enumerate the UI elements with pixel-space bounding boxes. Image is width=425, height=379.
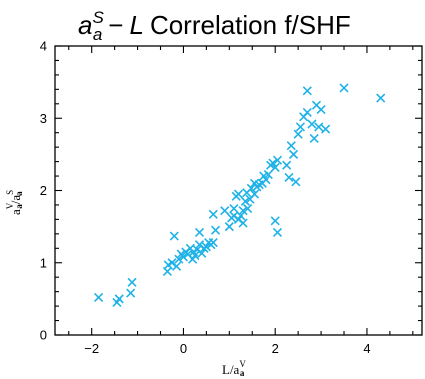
data-point: [268, 158, 278, 168]
data-point: [126, 288, 136, 298]
data-point: [272, 155, 283, 165]
data-point: [190, 250, 200, 261]
data-point: [208, 209, 218, 219]
data-point: [208, 237, 218, 248]
y-tick-label: 2: [40, 183, 47, 198]
svg-text:aVa/aSa: aVa/aSa: [5, 190, 24, 215]
data-point: [307, 119, 317, 129]
x-label-sup: V: [239, 359, 246, 369]
svg-text:L/aVa: L/aV a: [222, 359, 246, 378]
y-tick-label: 1: [40, 255, 47, 270]
title-math-base: a: [78, 10, 92, 40]
data-point: [174, 254, 184, 264]
title-math-sup: S: [92, 8, 104, 27]
y-label-part1-sub: a: [14, 204, 24, 209]
data-point: [238, 218, 248, 228]
data-point: [224, 222, 234, 232]
x-tick-label: 2: [272, 341, 279, 356]
data-point: [270, 216, 280, 226]
data-point: [229, 203, 239, 214]
title-text: Correlation f/SHF: [150, 10, 351, 40]
data-point: [233, 189, 244, 199]
data-point: [261, 175, 271, 185]
data-point: [302, 107, 312, 118]
data-point: [263, 170, 273, 180]
data-point: [293, 129, 303, 139]
x-tick-label: 4: [363, 341, 370, 356]
data-point: [201, 242, 211, 252]
data-points: [94, 83, 386, 308]
data-point: [210, 225, 221, 235]
data-point: [282, 160, 292, 170]
y-label-part1-sup: V: [5, 202, 15, 209]
y-tick-label: 4: [40, 39, 47, 54]
x-label-prefix: L/a: [222, 362, 240, 377]
data-point: [194, 227, 205, 237]
title-operator: −: [108, 10, 123, 40]
data-point: [376, 93, 386, 103]
x-tick-label: 0: [180, 341, 187, 356]
data-point: [197, 248, 207, 258]
data-point: [114, 294, 124, 304]
data-point: [272, 227, 283, 237]
data-point: [220, 206, 230, 216]
data-point: [236, 211, 246, 221]
title-math-L: L: [129, 10, 143, 40]
data-point: [127, 277, 137, 287]
x-tick-label: −2: [84, 341, 99, 356]
chart-title: aS a − L Correlation f/SHF: [78, 8, 351, 44]
data-point: [302, 86, 312, 96]
data-point: [169, 231, 179, 241]
x-label-sub: a: [240, 368, 245, 378]
data-point: [339, 83, 349, 93]
data-point: [172, 261, 182, 271]
data-point: [286, 141, 296, 151]
y-label-part2-sub: a: [14, 191, 24, 196]
title-math-sub: a: [93, 25, 102, 44]
y-tick-label: 3: [40, 111, 47, 126]
data-point: [316, 105, 326, 115]
axis-ticks: [55, 45, 422, 336]
data-point: [309, 133, 319, 144]
y-axis-label: aVa/aSa: [5, 190, 24, 215]
plot-frame: [54, 45, 423, 336]
data-point: [314, 122, 324, 132]
y-label-part1: a: [8, 209, 23, 215]
data-point: [246, 183, 256, 193]
y-tick-label: 0: [40, 328, 47, 343]
x-axis-label: L/aV a: [222, 359, 246, 378]
data-point: [238, 206, 248, 216]
data-point: [288, 149, 299, 159]
y-label-part2-sup: S: [5, 190, 15, 195]
data-point: [295, 122, 305, 132]
data-point: [243, 203, 253, 214]
data-point: [270, 162, 280, 172]
data-point: [291, 177, 301, 187]
data-point: [321, 124, 331, 134]
y-label-slash: /a: [8, 195, 23, 205]
axis-tick-labels: −2 0 2 4 0 1 2 3 4: [40, 39, 371, 357]
data-point: [249, 189, 260, 199]
data-point: [178, 252, 189, 262]
data-point: [94, 292, 104, 302]
data-point: [240, 196, 250, 206]
data-point: [284, 172, 294, 183]
